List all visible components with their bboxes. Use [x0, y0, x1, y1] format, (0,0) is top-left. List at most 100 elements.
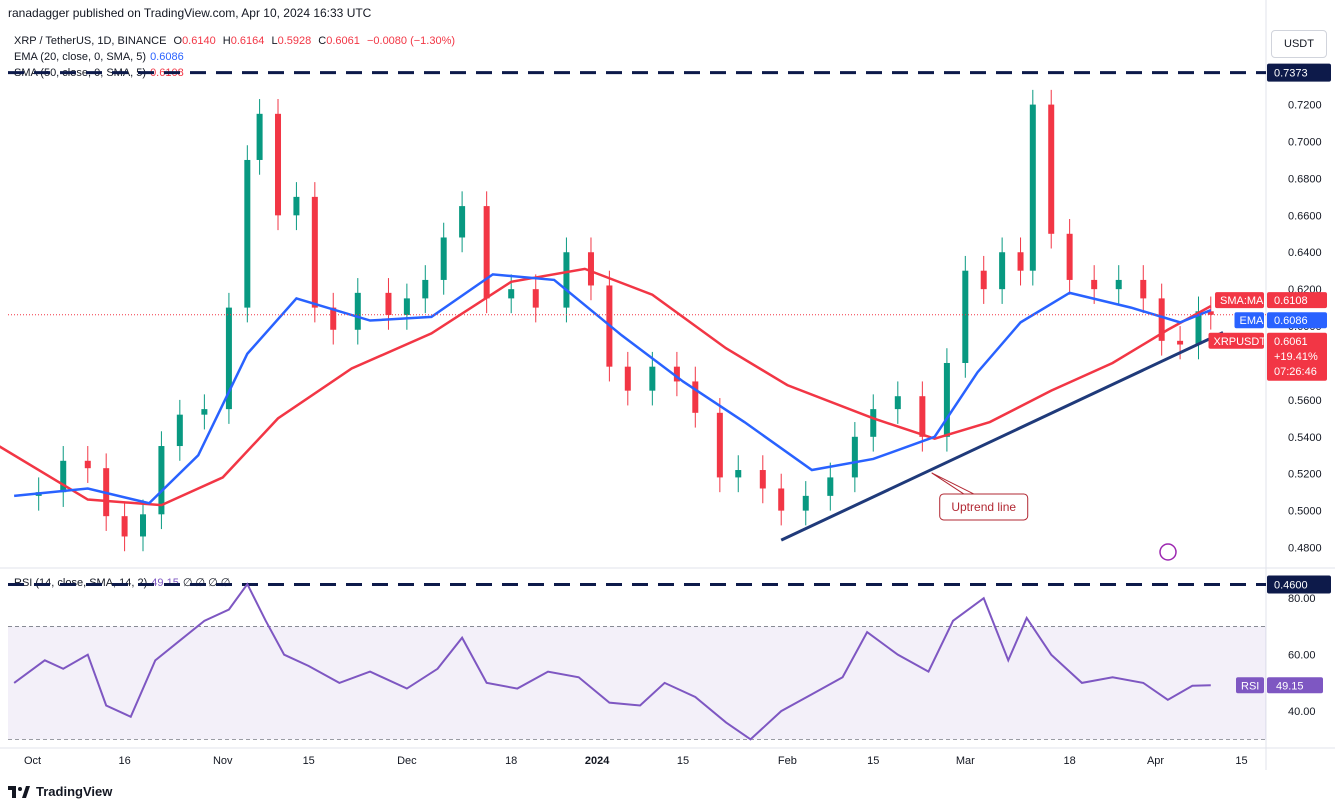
- x-tick-label: Dec: [397, 755, 417, 767]
- candle-body: [330, 307, 337, 330]
- ema-legend: EMA (20, close, 0, SMA, 5) 0.6086: [14, 51, 188, 63]
- candle-body: [563, 252, 570, 308]
- candle-body: [293, 196, 300, 216]
- close-value: 0.6061: [326, 35, 360, 47]
- candle-body: [692, 381, 699, 413]
- candle-body: [962, 270, 969, 363]
- rsi-y-tick-label: 60.00: [1288, 650, 1316, 662]
- candle-body: [201, 409, 208, 415]
- x-tick-label: Nov: [213, 755, 233, 767]
- sma-legend-label: SMA (50, close, 0, SMA, 5): [14, 67, 147, 79]
- price-tag-name-bg: [1215, 292, 1264, 309]
- candle-body: [1066, 233, 1073, 280]
- level-tag-label: 0.4600: [1274, 579, 1308, 591]
- candle-body: [716, 412, 723, 478]
- candle-body: [158, 446, 165, 515]
- publisher-line: ranadagger published on TradingView.com,…: [8, 6, 372, 20]
- ema-legend-value: 0.6086: [150, 51, 184, 63]
- x-tick-label: 2024: [585, 755, 610, 767]
- sma50-line: [0, 267, 1212, 507]
- y-tick-label: 0.6800: [1288, 173, 1322, 185]
- rsi-legend-label: RSI (14, close, SMA, 14, 2): [14, 577, 148, 589]
- candle-body: [1140, 279, 1147, 299]
- rsi-tag-name: RSI: [1241, 680, 1259, 692]
- currency-button[interactable]: USDT: [1271, 30, 1327, 58]
- candle-body: [759, 470, 766, 489]
- symbol-label: XRP / TetherUS, 1D, BINANCE: [14, 35, 167, 47]
- candle-body: [459, 206, 466, 238]
- y-tick-label: 0.5200: [1288, 469, 1322, 481]
- x-tick-label: 18: [505, 755, 517, 767]
- x-tick-label: 15: [677, 755, 689, 767]
- footer-brand[interactable]: TradingView: [8, 784, 112, 799]
- candle-body: [244, 159, 251, 308]
- x-tick-label: 16: [118, 755, 130, 767]
- ohlc-legend: XRP / TetherUS, 1D, BINANCE O0.6140 H0.6…: [14, 35, 459, 47]
- low-label: L: [271, 35, 278, 47]
- price-tag-value-bg: [1267, 292, 1327, 309]
- rsi-tag-value-bg: [1267, 677, 1323, 694]
- candle-body: [403, 298, 410, 315]
- candle-body: [1158, 298, 1165, 341]
- candle-body: [1115, 279, 1122, 290]
- low-value: 0.5928: [277, 35, 312, 47]
- candle-body: [827, 477, 834, 496]
- candle-body: [140, 514, 147, 537]
- rsi-y-tick-label: 40.00: [1288, 706, 1316, 718]
- annotation-pointer: [931, 472, 974, 495]
- candle-body: [385, 292, 392, 315]
- candle-body: [84, 460, 91, 469]
- rsi-line: [13, 582, 1211, 741]
- candle-body: [256, 113, 263, 160]
- price-tag-name: XRPUSDT: [1214, 336, 1267, 348]
- candle-body: [587, 252, 594, 286]
- candle-body: [354, 292, 361, 330]
- x-tick-label: Apr: [1147, 755, 1164, 767]
- candle-body: [735, 470, 742, 478]
- price-tag-name: EMA: [1240, 315, 1265, 327]
- x-tick-label: 18: [1064, 755, 1076, 767]
- y-tick-label: 0.7200: [1288, 100, 1322, 112]
- price-tag-change: +19.41%: [1274, 351, 1318, 363]
- rsi-legend-tail: ∅ ∅ ∅ ∅: [182, 577, 231, 589]
- candle-body: [649, 366, 656, 391]
- y-tick-label: 0.7000: [1288, 137, 1322, 149]
- annotation-label: Uptrend line: [951, 500, 1016, 514]
- y-tick-label: 0.6400: [1288, 247, 1322, 259]
- open-value: 0.6140: [182, 35, 216, 47]
- annotation-box: [939, 493, 1029, 521]
- high-value: 0.6164: [230, 35, 265, 47]
- x-tick-label: Feb: [778, 755, 797, 767]
- candle-body: [275, 113, 282, 216]
- alert-icon: [1159, 543, 1177, 561]
- ema20-line: [14, 273, 1212, 505]
- footer-brand-label: TradingView: [36, 784, 113, 799]
- level-tag-bg: [1267, 575, 1331, 594]
- candle-body: [121, 516, 128, 537]
- candle-body: [624, 366, 631, 391]
- close-label: C: [318, 35, 327, 47]
- price-tag-value: 0.6061: [1274, 336, 1308, 348]
- x-tick-label: 15: [867, 755, 879, 767]
- candle-body: [311, 196, 318, 308]
- rsi-y-tick-label: 80.00: [1288, 593, 1316, 605]
- price-tag-name-bg: [1208, 332, 1264, 349]
- candle-body: [1207, 311, 1214, 315]
- tradingview-logo-icon: [8, 785, 30, 798]
- level-tag-label: 0.7373: [1274, 68, 1308, 80]
- change-value: −0.0080 (−1.30%): [366, 35, 456, 47]
- candle-body: [851, 436, 858, 478]
- candle-body: [1091, 279, 1098, 290]
- price-tag-name-bg: [1234, 312, 1264, 329]
- candle-body: [1029, 104, 1036, 271]
- rsi-tag-value: 49.15: [1276, 680, 1304, 692]
- candle-body: [440, 237, 447, 280]
- candle-body: [176, 414, 183, 447]
- x-tick-label: Oct: [24, 755, 41, 767]
- candle-body: [778, 488, 785, 511]
- price-tag-value-bg: [1267, 312, 1327, 329]
- rsi-tag-name-bg: [1236, 677, 1264, 694]
- candle-body: [1017, 252, 1024, 271]
- candle-body: [225, 307, 232, 410]
